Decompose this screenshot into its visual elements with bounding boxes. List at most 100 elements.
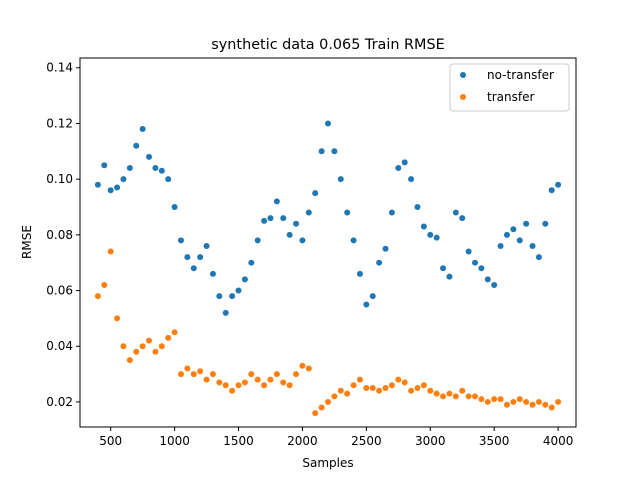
data-point — [472, 259, 479, 266]
plot-area — [79, 57, 577, 428]
data-point — [286, 231, 293, 238]
data-point — [497, 242, 504, 249]
data-point — [241, 276, 248, 283]
data-point — [165, 176, 172, 183]
y-axis-label: RMSE — [20, 225, 34, 259]
data-point — [529, 401, 536, 408]
data-point — [101, 162, 108, 169]
data-point — [459, 215, 466, 222]
data-point — [478, 396, 485, 403]
data-point — [114, 315, 121, 322]
data-point — [356, 270, 363, 277]
data-point — [222, 382, 229, 389]
data-point — [241, 379, 248, 386]
data-point — [171, 203, 178, 210]
data-point — [420, 223, 427, 230]
data-point — [248, 259, 255, 266]
y-tick-label: 0.04 — [46, 339, 73, 353]
data-point — [446, 273, 453, 280]
data-point — [107, 187, 114, 194]
data-point — [510, 398, 517, 405]
data-point — [497, 396, 504, 403]
x-tick-label: 3000 — [415, 434, 446, 448]
data-point — [459, 387, 466, 394]
data-point — [395, 165, 402, 171]
data-point — [305, 209, 312, 216]
data-point — [107, 248, 114, 255]
data-point — [273, 371, 280, 378]
data-point — [452, 209, 459, 216]
axes-background — [80, 58, 576, 427]
data-point — [478, 265, 485, 272]
data-point — [516, 396, 523, 403]
data-point — [312, 190, 319, 197]
data-point — [254, 376, 261, 383]
data-point — [414, 203, 421, 210]
x-axis-label: Samples — [302, 456, 353, 470]
data-point — [484, 276, 491, 283]
data-point — [267, 376, 274, 383]
data-point — [350, 237, 357, 244]
data-point — [216, 293, 223, 300]
data-point — [222, 309, 229, 316]
data-point — [331, 393, 338, 400]
data-point — [433, 390, 440, 397]
data-point — [248, 371, 255, 378]
x-axis-ticks: 500 1000 1500 2000 2500 3000 3500 4000 — [99, 427, 573, 448]
data-point — [523, 398, 530, 405]
legend-box — [449, 63, 570, 112]
x-tick-label: 3500 — [479, 434, 510, 448]
x-tick-label: 2000 — [287, 434, 318, 448]
legend-label-transfer: transfer — [487, 90, 534, 104]
data-point — [146, 337, 153, 344]
data-point — [491, 281, 498, 288]
y-tick-label: 0.02 — [46, 395, 73, 409]
data-point — [440, 393, 447, 400]
data-point — [273, 198, 280, 205]
data-point — [363, 301, 370, 308]
data-point — [529, 242, 536, 249]
data-point — [408, 387, 415, 394]
data-point — [427, 231, 434, 238]
data-point — [146, 153, 153, 160]
data-point — [229, 293, 236, 300]
data-point — [152, 348, 159, 355]
data-point — [542, 220, 549, 227]
data-point — [171, 329, 178, 336]
points-layer — [94, 120, 562, 417]
data-point — [190, 371, 197, 378]
data-point — [299, 362, 306, 369]
data-point — [414, 385, 421, 392]
data-point — [261, 217, 268, 224]
data-point — [555, 181, 562, 188]
data-point — [408, 176, 415, 183]
y-tick-label: 0.06 — [46, 284, 73, 298]
data-point — [484, 398, 491, 405]
legend: no-transfer transfer — [449, 63, 570, 112]
data-point — [548, 404, 555, 411]
data-point — [177, 371, 184, 378]
data-point — [369, 293, 376, 300]
data-point — [229, 387, 236, 394]
data-point — [548, 187, 555, 194]
data-point — [184, 365, 191, 372]
series-transfer — [94, 248, 562, 417]
data-point — [325, 120, 331, 127]
data-point — [369, 385, 376, 392]
data-point — [382, 245, 389, 252]
data-point — [235, 287, 242, 294]
data-point — [133, 348, 140, 355]
data-point — [177, 237, 184, 244]
data-point — [516, 237, 523, 244]
data-point — [395, 376, 402, 383]
series-no-transfer — [94, 120, 562, 316]
data-point — [216, 379, 223, 386]
y-tick-label: 0.14 — [46, 61, 73, 75]
data-point — [472, 393, 479, 400]
y-axis-ticks: 0.02 0.04 0.06 0.08 0.10 0.12 0.14 — [46, 61, 80, 409]
data-point — [203, 376, 210, 383]
data-point — [535, 254, 542, 261]
data-point — [280, 379, 287, 386]
data-point — [190, 265, 197, 272]
x-tick-label: 1000 — [159, 434, 190, 448]
